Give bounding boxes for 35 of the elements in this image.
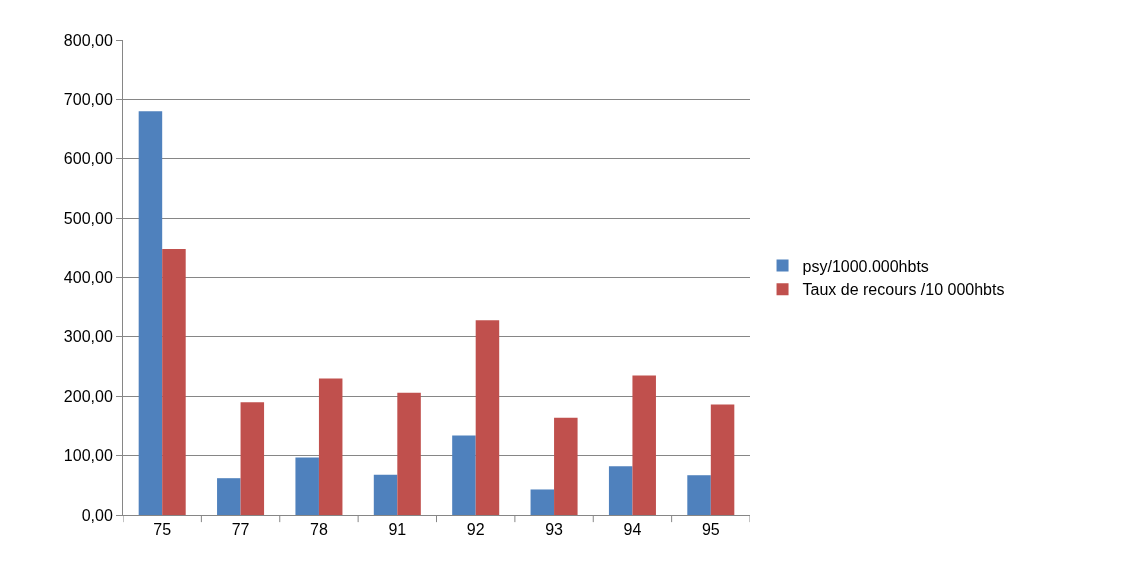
x-tick-label: 93 <box>545 521 564 539</box>
bar <box>397 392 421 515</box>
bar <box>710 404 735 515</box>
bar <box>240 402 265 515</box>
bar <box>373 474 398 515</box>
x-tick-label: 91 <box>388 521 407 539</box>
bar <box>554 417 578 515</box>
x-tick-label: 75 <box>153 521 172 539</box>
bar <box>452 435 476 515</box>
y-tick-label: 0,00 <box>81 506 113 524</box>
legend-label: Taux de recours /10 000hbts <box>802 281 1005 299</box>
x-tick-label: 78 <box>310 521 328 539</box>
x-tick-label: 95 <box>701 521 720 539</box>
y-tick-label: 800,00 <box>63 31 113 49</box>
y-tick-label: 100,00 <box>63 447 113 465</box>
y-tick-label: 700,00 <box>63 90 113 108</box>
y-tick-label: 200,00 <box>63 387 113 405</box>
x-tick-label: 77 <box>231 521 250 539</box>
bar <box>687 475 711 515</box>
y-tick-label: 500,00 <box>63 209 113 227</box>
x-tick-label: 92 <box>466 521 485 539</box>
x-tick-label: 94 <box>623 521 642 539</box>
bar <box>632 375 656 515</box>
bar <box>162 249 186 515</box>
bar <box>608 466 633 515</box>
y-tick-label: 400,00 <box>63 269 113 287</box>
bar <box>530 489 555 515</box>
bar <box>138 111 163 515</box>
bar <box>217 478 241 515</box>
bar <box>318 378 343 515</box>
y-tick-label: 300,00 <box>63 328 113 346</box>
legend-label: psy/1000.000hbts <box>802 257 929 275</box>
y-tick-label: 600,00 <box>63 150 113 168</box>
bar <box>475 320 500 515</box>
bar <box>295 457 319 515</box>
